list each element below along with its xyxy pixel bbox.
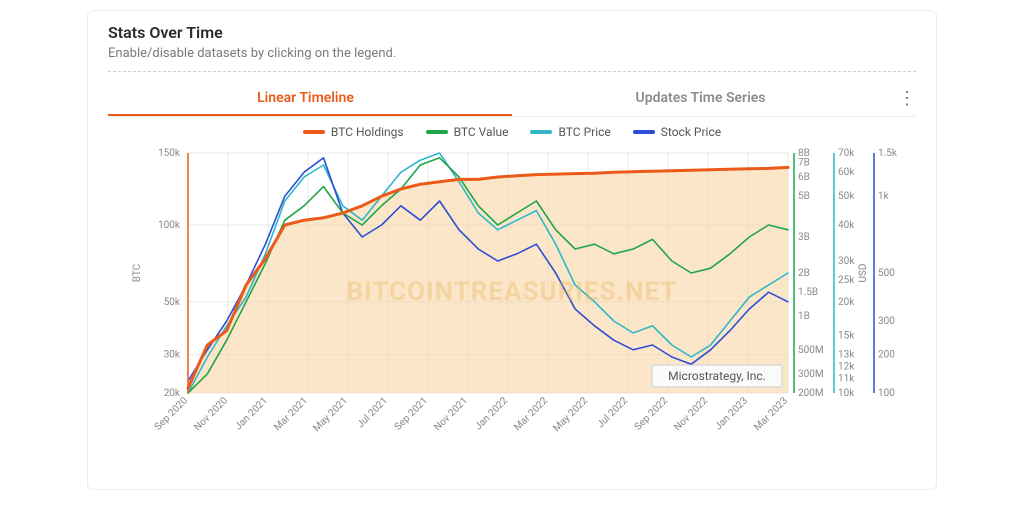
- svg-text:Mar 2021: Mar 2021: [272, 395, 310, 433]
- chart-area: BITCOINTREASURIES.NET 150k100k50k30k20kB…: [108, 143, 916, 453]
- chart-svg: 150k100k50k30k20kBTC8B7B6B5B3B2B1.5B1B50…: [108, 143, 918, 453]
- svg-text:3B: 3B: [798, 232, 810, 243]
- svg-text:Sep 2022: Sep 2022: [633, 395, 671, 433]
- svg-text:Jan 2022: Jan 2022: [473, 395, 510, 432]
- svg-text:300M: 300M: [798, 369, 824, 380]
- svg-text:Jul 2021: Jul 2021: [355, 395, 390, 430]
- legend-btc-holdings[interactable]: BTC Holdings: [303, 125, 404, 139]
- chart-menu-icon[interactable]: ⋮: [898, 88, 916, 109]
- divider: [108, 71, 916, 72]
- legend-label: BTC Price: [558, 125, 610, 139]
- svg-text:Nov 2022: Nov 2022: [672, 395, 710, 433]
- svg-text:May 2022: May 2022: [551, 395, 590, 434]
- tab-linear-timeline[interactable]: Linear Timeline: [108, 80, 503, 116]
- svg-text:Sep 2020: Sep 2020: [153, 395, 191, 433]
- legend-label: BTC Holdings: [331, 125, 404, 139]
- svg-text:Mar 2022: Mar 2022: [512, 395, 550, 433]
- svg-text:1k: 1k: [878, 191, 890, 202]
- svg-text:1.5k: 1.5k: [878, 148, 898, 159]
- svg-text:50k: 50k: [838, 191, 855, 202]
- swatch-icon: [633, 130, 655, 134]
- card-subtitle: Enable/disable datasets by clicking on t…: [108, 46, 916, 61]
- legend-btc-price[interactable]: BTC Price: [530, 125, 610, 139]
- tab-updates-time-series[interactable]: Updates Time Series: [503, 80, 898, 116]
- svg-text:13k: 13k: [838, 350, 855, 361]
- svg-text:500: 500: [878, 268, 895, 279]
- svg-text:Mar 2023: Mar 2023: [752, 395, 790, 433]
- svg-text:Jan 2021: Jan 2021: [233, 395, 270, 432]
- swatch-icon: [530, 130, 552, 134]
- legend: BTC Holdings BTC Value BTC Price Stock P…: [108, 125, 916, 139]
- svg-text:7B: 7B: [798, 158, 810, 169]
- svg-text:100k: 100k: [158, 220, 181, 231]
- svg-text:15k: 15k: [838, 330, 855, 341]
- svg-text:1B: 1B: [798, 311, 810, 322]
- svg-text:2B: 2B: [798, 268, 810, 279]
- svg-text:Nov 2021: Nov 2021: [432, 395, 470, 433]
- svg-text:5B: 5B: [798, 191, 810, 202]
- svg-text:300: 300: [878, 316, 895, 327]
- svg-text:Jan 2023: Jan 2023: [713, 395, 750, 432]
- svg-text:30k: 30k: [838, 256, 855, 267]
- svg-text:BTC: BTC: [132, 263, 143, 282]
- swatch-icon: [426, 130, 448, 134]
- svg-text:11k: 11k: [838, 374, 855, 385]
- tab-underline: [108, 114, 512, 116]
- stats-card: Stats Over Time Enable/disable datasets …: [87, 10, 937, 490]
- swatch-icon: [303, 130, 325, 134]
- svg-text:30k: 30k: [164, 350, 181, 361]
- svg-text:200M: 200M: [798, 388, 824, 399]
- svg-text:150k: 150k: [158, 148, 181, 159]
- svg-text:200: 200: [878, 350, 895, 361]
- svg-text:100: 100: [878, 388, 895, 399]
- svg-text:70k: 70k: [838, 148, 855, 159]
- svg-text:6B: 6B: [798, 172, 810, 183]
- svg-text:40k: 40k: [838, 220, 855, 231]
- legend-stock-price[interactable]: Stock Price: [633, 125, 721, 139]
- svg-text:Jul 2022: Jul 2022: [595, 395, 630, 430]
- svg-text:Microstrategy, Inc.: Microstrategy, Inc.: [668, 369, 766, 383]
- legend-label: Stock Price: [661, 125, 721, 139]
- svg-text:1.5B: 1.5B: [798, 287, 818, 298]
- svg-text:500M: 500M: [798, 345, 824, 356]
- svg-text:Nov 2020: Nov 2020: [192, 395, 230, 433]
- legend-btc-value[interactable]: BTC Value: [426, 125, 509, 139]
- svg-text:20k: 20k: [838, 297, 855, 308]
- legend-label: BTC Value: [454, 125, 509, 139]
- card-title: Stats Over Time: [108, 23, 916, 42]
- svg-text:20k: 20k: [164, 388, 181, 399]
- svg-text:Sep 2021: Sep 2021: [393, 395, 430, 432]
- svg-text:USD: USD: [858, 264, 869, 283]
- svg-text:50k: 50k: [164, 297, 181, 308]
- svg-text:25k: 25k: [838, 275, 855, 286]
- svg-text:12k: 12k: [838, 362, 855, 373]
- svg-text:10k: 10k: [838, 388, 855, 399]
- svg-text:60k: 60k: [838, 167, 855, 178]
- tabs: Linear Timeline Updates Time Series ⋮: [108, 80, 916, 117]
- svg-text:May 2021: May 2021: [311, 395, 350, 434]
